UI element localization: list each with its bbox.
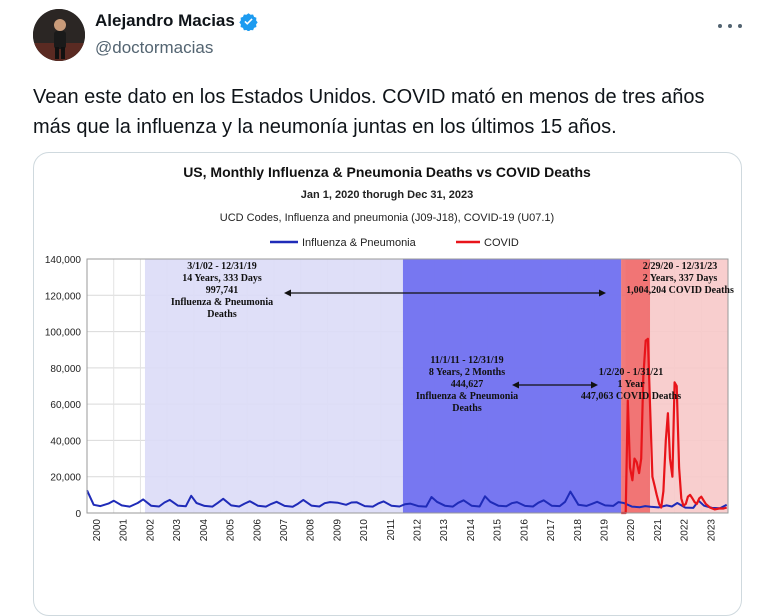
y-tick-label: 60,000 <box>50 400 81 411</box>
x-tick-label: 2010 <box>359 519 370 542</box>
annotation-3-line: 1 Year <box>617 379 645 390</box>
annotation-2-line: 8 Years, 2 Months <box>429 367 505 378</box>
x-tick-label: 2016 <box>519 519 530 542</box>
x-tick-label: 2023 <box>706 519 717 542</box>
x-tick-label: 2002 <box>145 519 156 542</box>
chart: 0 20,000 40,000 60,000 80,000 100,000 120,000 1… <box>45 164 734 542</box>
y-tick-label: 100,000 <box>45 328 82 339</box>
y-tick-label: 140,000 <box>45 255 82 266</box>
x-tick-label: 2022 <box>680 519 691 542</box>
x-tick-label: 2003 <box>172 519 183 542</box>
x-tick-label: 2014 <box>466 519 477 542</box>
arrow-short-period <box>512 381 598 389</box>
x-tick-label: 2012 <box>413 519 424 542</box>
annotation-3-line: 1/2/20 - 1/31/21 <box>599 367 663 378</box>
annotation-0-line: 3/1/02 - 12/31/19 <box>187 261 256 272</box>
y-tick-label: 0 <box>75 509 81 520</box>
y-tick-label: 80,000 <box>50 364 81 375</box>
x-tick-label: 2018 <box>573 519 584 542</box>
chart-subtitle: Jan 1, 2020 thorugh Dec 31, 2023 <box>301 189 473 201</box>
x-tick-label: 2004 <box>199 519 210 542</box>
x-tick-label: 2006 <box>252 519 263 542</box>
plot-border <box>86 258 729 514</box>
x-tick-label: 2020 <box>626 519 637 542</box>
series-line-covid <box>621 337 727 515</box>
legend: Influenza & Pneumonia COVID <box>270 237 519 249</box>
x-tick-label: 2015 <box>493 519 504 542</box>
author-handle[interactable]: @doctormacias <box>95 38 214 57</box>
more-options-icon[interactable] <box>718 16 742 36</box>
x-tick-label: 2017 <box>546 519 557 542</box>
annotation-3-line: 447,063 COVID Deaths <box>581 391 681 402</box>
annotation-2-line: 444,627 <box>451 379 484 390</box>
tweet-header: Alejandro Macias @doctormacias <box>0 0 760 70</box>
y-tick-label: 120,000 <box>45 291 82 302</box>
legend-label-flu: Influenza & Pneumonia <box>302 237 417 249</box>
annotation-2-line: Deaths <box>452 403 482 414</box>
annotation-0-line: 997,741 <box>206 285 239 296</box>
annotation-1-line: 1,004,204 COVID Deaths <box>626 285 734 296</box>
x-tick-label: 2019 <box>599 519 610 542</box>
x-tick-label: 2008 <box>306 519 317 542</box>
x-tick-label: 2021 <box>653 519 664 542</box>
annotation-2-line: 11/1/11 - 12/31/19 <box>430 355 503 366</box>
annotation-0-line: 14 Years, 333 Days <box>182 273 262 284</box>
shaded-period-1 <box>402 259 622 513</box>
y-tick-label: 40,000 <box>50 436 81 447</box>
avatar-image <box>33 9 85 61</box>
annotation-1-line: 2 Years, 337 Days <box>643 273 718 284</box>
chart-title: US, Monthly Influenza & Pneumonia Deaths… <box>183 164 591 180</box>
avatar[interactable] <box>33 9 85 61</box>
x-tick-label: 2001 <box>119 519 130 542</box>
verified-badge-icon <box>239 12 258 31</box>
x-tick-label: 2011 <box>386 519 397 541</box>
author-name[interactable]: Alejandro Macias <box>95 11 235 30</box>
author-name-row: Alejandro Macias <box>95 11 258 31</box>
chart-note: UCD Codes, Influenza and pneumonia (J09-… <box>220 212 554 224</box>
x-tick-label: 2007 <box>279 519 290 542</box>
annotation-2-line: Influenza & Pneumonia <box>416 391 518 402</box>
arrow-long-period <box>284 289 606 297</box>
tweet-text: Vean este dato en los Estados Unidos. CO… <box>33 86 705 138</box>
annotation-0-line: Influenza & Pneumonia <box>171 297 273 308</box>
legend-label-covid: COVID <box>484 237 519 249</box>
x-tick-label: 2013 <box>439 519 450 542</box>
series-line-flu <box>86 489 728 510</box>
tweet-media[interactable]: 0 20,000 40,000 60,000 80,000 100,000 120,000 1… <box>33 152 742 616</box>
x-tick-label: 2009 <box>332 519 343 542</box>
x-tick-label: 2005 <box>226 519 237 542</box>
annotation-0-line: Deaths <box>207 309 237 320</box>
x-tick-label: 2000 <box>92 519 103 542</box>
y-tick-label: 20,000 <box>50 473 81 484</box>
annotation-1-line: 2/29/20 - 12/31/23 <box>643 261 717 272</box>
